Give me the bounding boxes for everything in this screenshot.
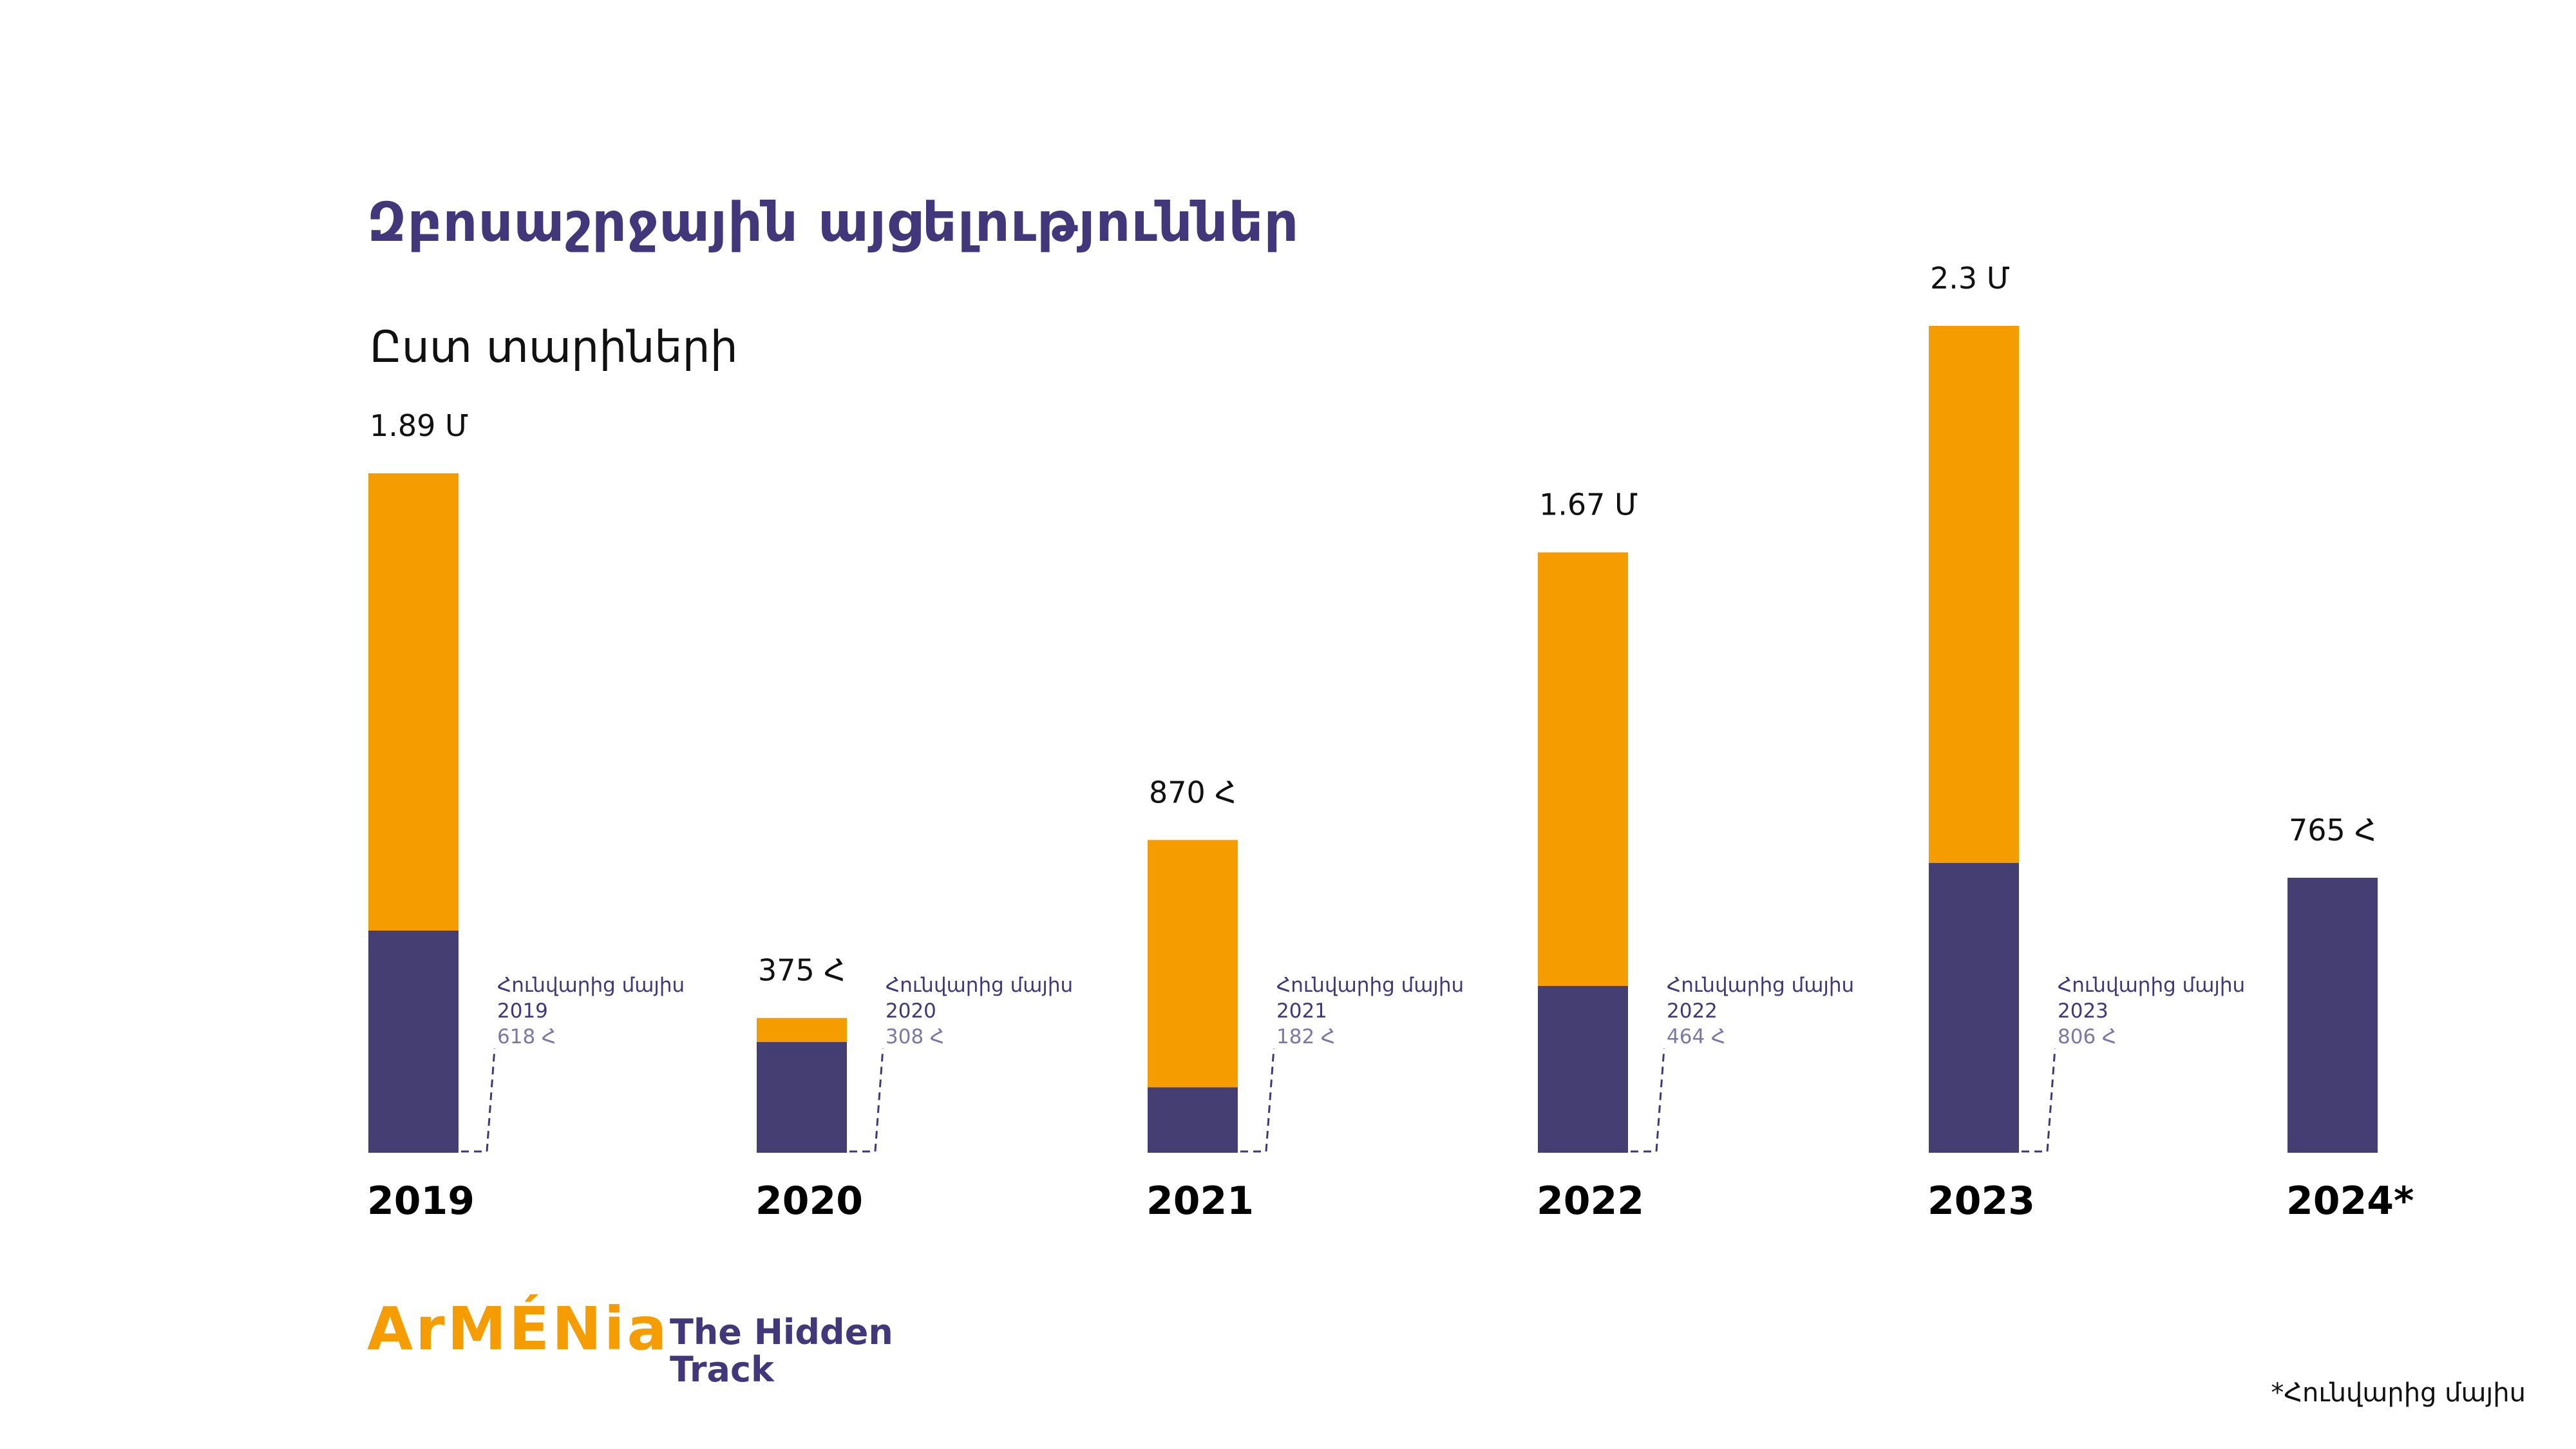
- bar-total-label: 375 Հ: [758, 953, 845, 988]
- annotation-leader-line: [461, 1048, 496, 1153]
- annotation-leader-line: [1240, 1048, 1275, 1153]
- annotation-period: Հունվարից մայիս: [497, 974, 685, 997]
- bar-segment-total: [1148, 840, 1238, 1088]
- annotation-year: 2022: [1667, 999, 1718, 1023]
- annotation-period: Հունվարից մայիս: [1276, 974, 1464, 997]
- bar-segment-total: [1538, 552, 1628, 986]
- bar-segment-jan-may: [1538, 985, 1628, 1153]
- annotation-value: 618 Հ: [497, 1025, 556, 1048]
- annotation-value: 806 Հ: [2058, 1025, 2116, 1048]
- annotation-year: 2023: [2058, 999, 2108, 1023]
- x-tick-label: 2022: [1537, 1179, 1644, 1224]
- bar-total-label: 1.89 Մ: [370, 408, 468, 443]
- annotation-period: Հունվարից մայիս: [886, 974, 1073, 997]
- bar-segment-jan-may: [368, 930, 459, 1153]
- annotation-leader-line: [1631, 1048, 1665, 1153]
- x-tick-label: 2023: [1927, 1179, 2035, 1224]
- annotation-period: Հունվարից մայիս: [1667, 974, 1854, 997]
- x-tick-label: 2021: [1146, 1179, 1254, 1224]
- footnote: *Հունվարից մայիս: [2271, 1378, 2526, 1408]
- armenia-logo: ArMÉNia: [367, 1294, 670, 1363]
- bar-segment-jan-may: [757, 1042, 847, 1153]
- annotation-value: 308 Հ: [886, 1025, 944, 1048]
- bar-segment-jan-may: [1929, 863, 2019, 1153]
- bar-segment-jan-may: [2287, 877, 2378, 1153]
- x-tick-label: 2020: [755, 1179, 863, 1224]
- bar-total-label: 1.67 Մ: [1539, 488, 1638, 522]
- annotation-leader-line: [2022, 1048, 2056, 1153]
- annotation-value: 182 Հ: [1276, 1025, 1335, 1048]
- annotation-value: 464 Հ: [1667, 1025, 1725, 1048]
- bar-total-label: 765 Հ: [2289, 813, 2376, 848]
- logo-tagline: The Hidden Track: [670, 1312, 893, 1390]
- bar-total-label: 2.3 Մ: [1930, 261, 2010, 296]
- chart-subtitle: Ըստ տարիների: [370, 322, 738, 373]
- annotation-period: Հունվարից մայիս: [2058, 974, 2245, 997]
- annotation-year: 2021: [1276, 999, 1327, 1023]
- x-tick-label: 2019: [367, 1179, 475, 1224]
- bar-segment-total: [757, 1018, 847, 1043]
- x-tick-label: 2024*: [2286, 1179, 2414, 1224]
- chart-title: Զբոսաշրջային այցելություններ: [367, 191, 1300, 254]
- bar-segment-jan-may: [1148, 1087, 1238, 1153]
- bar-segment-total: [368, 473, 459, 931]
- annotation-year: 2020: [886, 999, 936, 1023]
- annotation-leader-line: [849, 1048, 884, 1153]
- bar-total-label: 870 Հ: [1149, 775, 1236, 810]
- bar-segment-total: [1929, 326, 2019, 864]
- annotation-year: 2019: [497, 999, 548, 1023]
